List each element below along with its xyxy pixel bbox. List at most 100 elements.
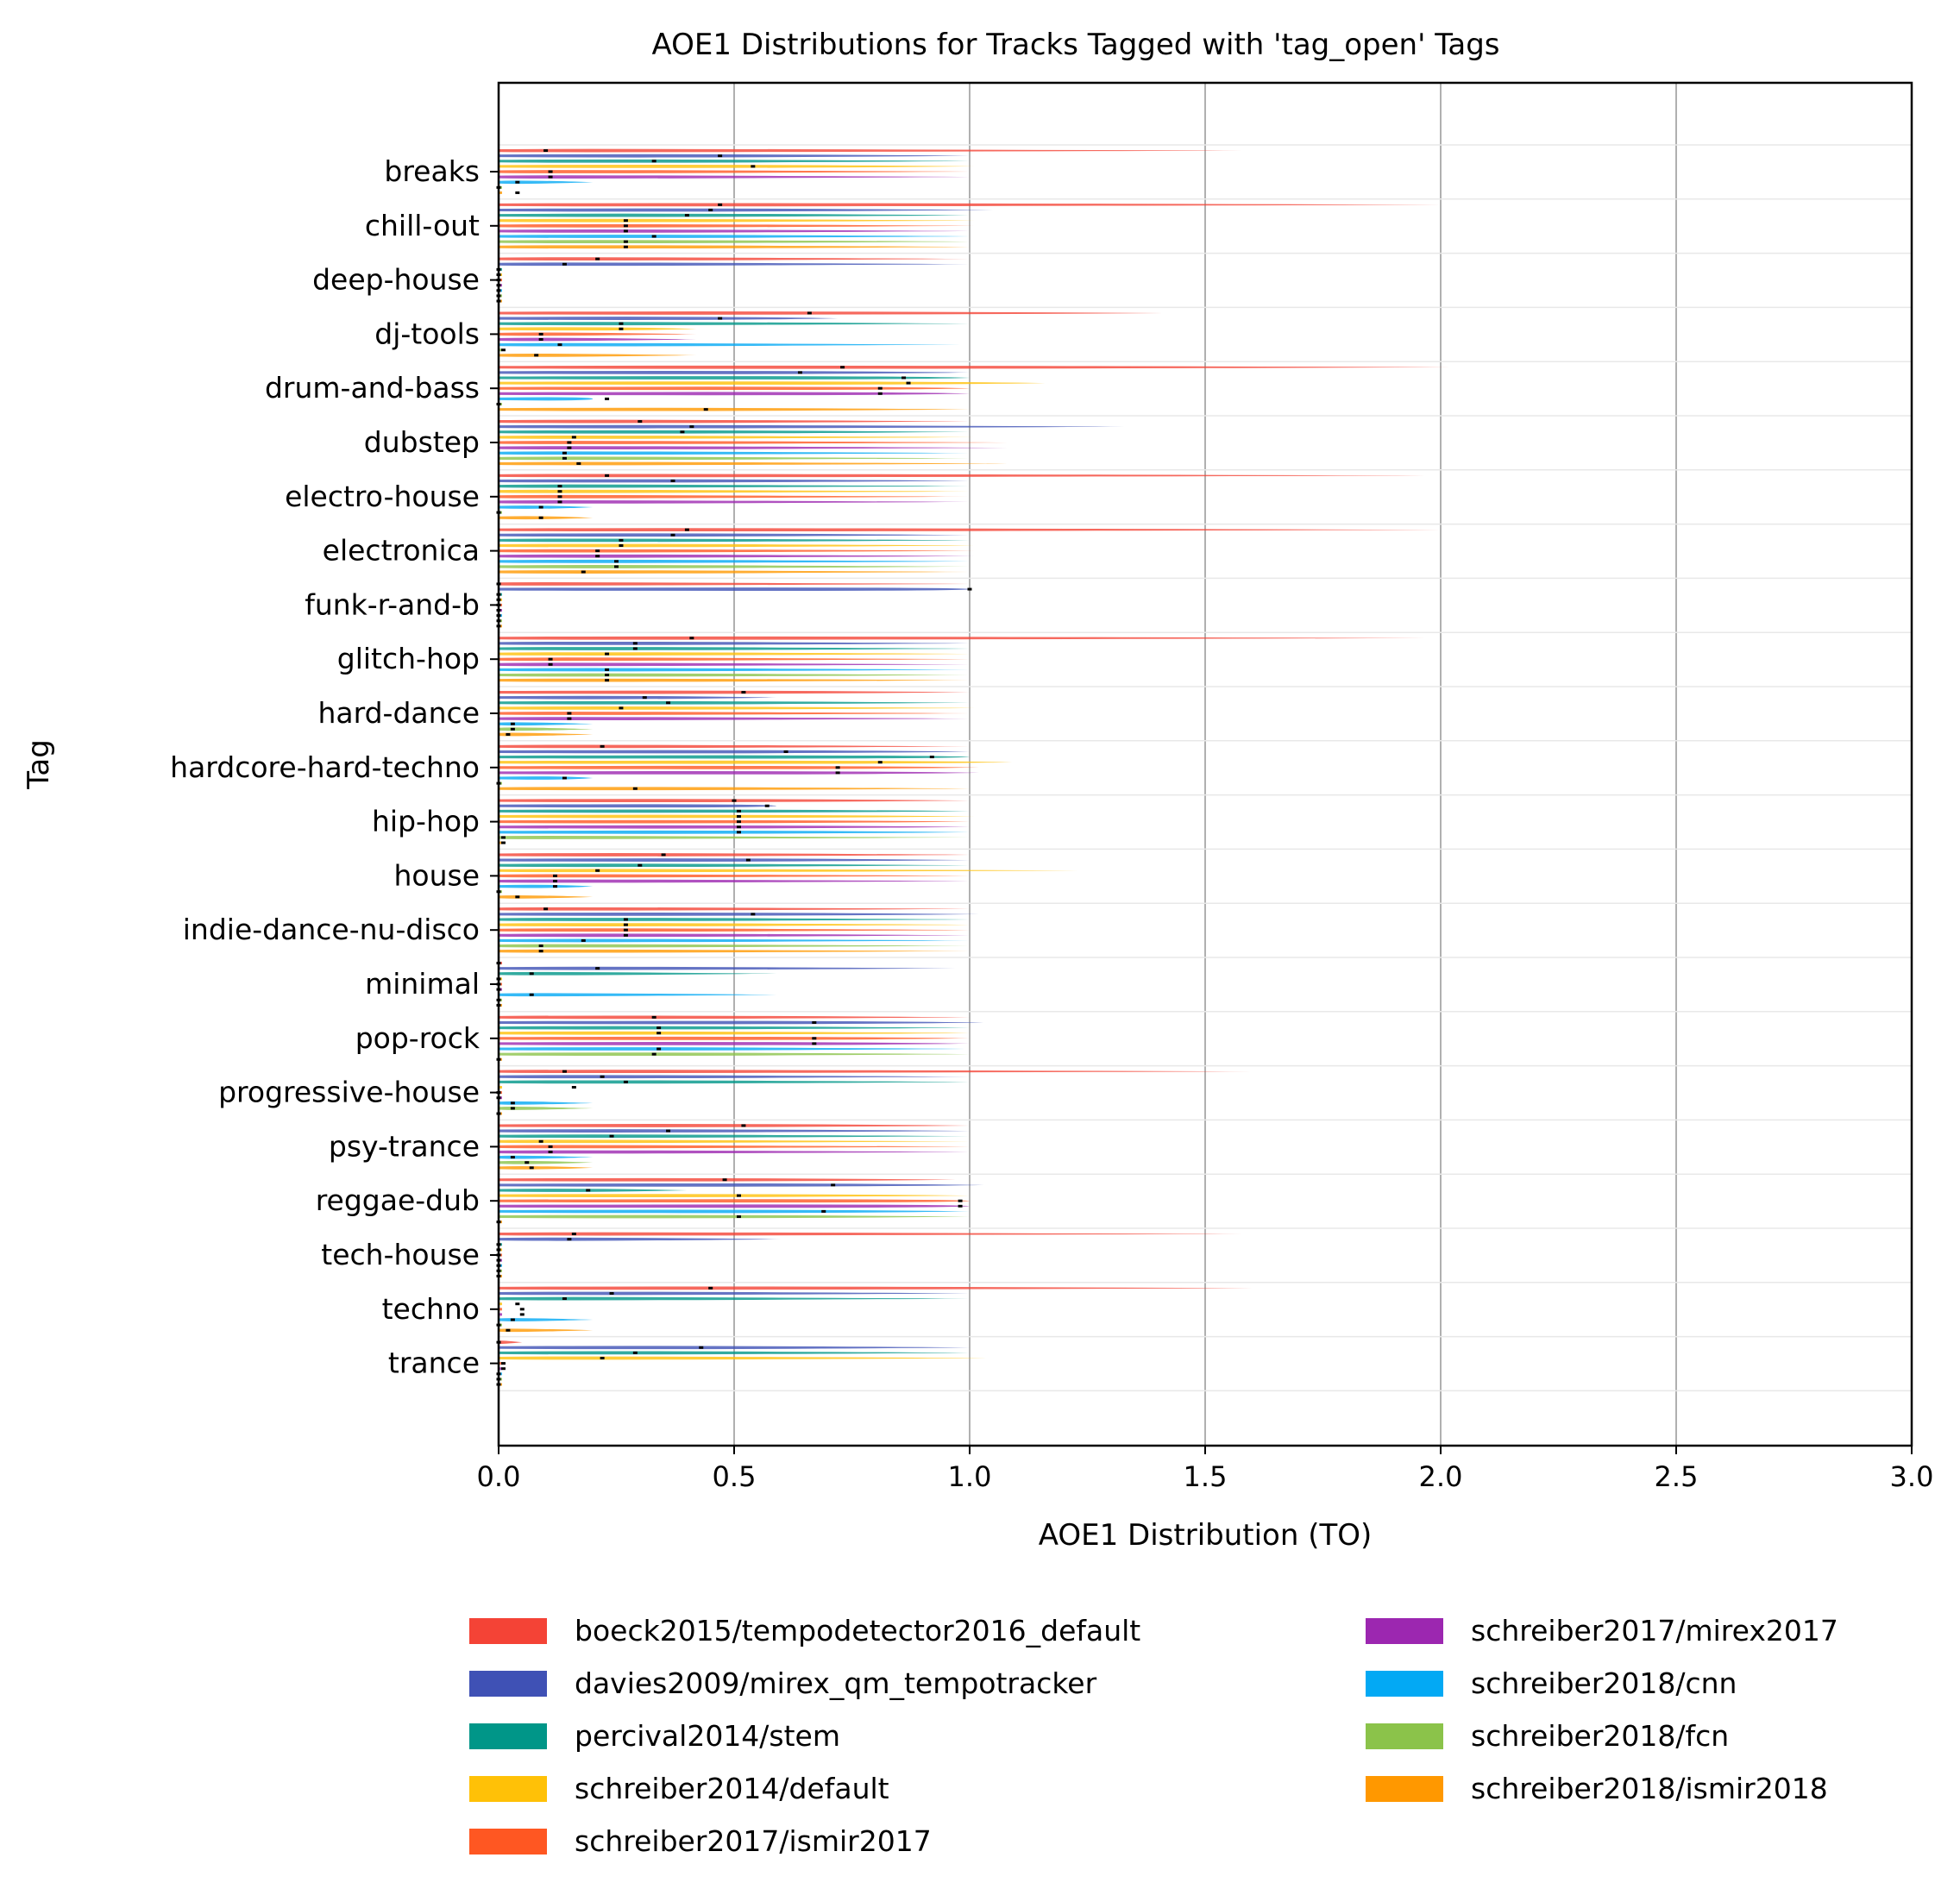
y-tick-label-11: hardcore-hard-techno <box>170 750 480 784</box>
violin-progressive-house-series-0 <box>499 1070 1253 1074</box>
violin-electro-house-series-4 <box>499 494 970 499</box>
violin-reggae-dub-series-5 <box>499 1204 970 1208</box>
violin-hard-dance-series-8 <box>499 732 594 737</box>
violin-pop-rock-series-4 <box>499 1036 970 1040</box>
violin-hardcore-hard-techno-series-4 <box>499 765 979 769</box>
violin-trance-series-0 <box>499 1340 523 1345</box>
legend-label-8: schreiber2018/ismir2018 <box>1471 1772 1828 1805</box>
violin-dj-tools-series-0 <box>499 311 1163 315</box>
violin-electro-house-series-6 <box>499 505 594 509</box>
violin-techno-series-6 <box>499 1318 594 1321</box>
y-axis-label: Tag <box>22 739 56 790</box>
legend-label-3: schreiber2014/default <box>575 1772 889 1805</box>
violin-electro-house-series-2 <box>499 484 970 488</box>
violin-indie-dance-nu-disco-series-6 <box>499 938 970 943</box>
violin-hardcore-hard-techno-series-2 <box>499 755 970 759</box>
violin-drum-and-bass-series-4 <box>499 386 970 391</box>
violin-pop-rock-series-2 <box>499 1026 970 1030</box>
violin-electronica-series-3 <box>499 543 975 548</box>
y-tick-label-5: dubstep <box>364 425 480 459</box>
violin-drum-and-bass-series-8 <box>499 407 970 411</box>
chart-title: AOE1 Distributions for Tracks Tagged wit… <box>651 28 1499 62</box>
violin-electronica-series-5 <box>499 554 975 558</box>
violin-hard-dance-series-7 <box>499 727 594 731</box>
violin-glitch-hop-series-7 <box>499 673 970 677</box>
violin-house-series-1 <box>499 858 970 862</box>
violin-progressive-house-series-6 <box>499 1101 594 1105</box>
violin-electronica-series-8 <box>499 570 970 574</box>
violin-breaks-series-4 <box>499 170 970 173</box>
x-tick-label-4: 2.0 <box>1419 1460 1463 1493</box>
y-tick-label-9: glitch-hop <box>337 642 480 675</box>
violin-dj-tools-series-2 <box>499 322 970 326</box>
violin-drum-and-bass-series-1 <box>499 370 970 374</box>
violin-breaks-series-3 <box>499 164 975 168</box>
x-axis-ticks: 0.0 0.5 1.0 1.5 2.0 2.5 3.0 <box>477 1446 1933 1493</box>
x-tick-label-1: 0.5 <box>713 1460 757 1493</box>
violin-hardcore-hard-techno-series-5 <box>499 771 979 775</box>
violin-psy-trance-series-4 <box>499 1145 970 1149</box>
x-tick-label-5: 2.5 <box>1655 1460 1699 1493</box>
violin-electro-house-series-8 <box>499 516 594 520</box>
violin-hip-hop-series-6 <box>499 830 970 834</box>
violin-reggae-dub-series-3 <box>499 1194 970 1197</box>
violin-dubstep-series-6 <box>499 451 970 455</box>
violin-drum-and-bass-series-0 <box>499 365 1450 369</box>
violin-hard-dance-series-5 <box>499 717 970 721</box>
violin-pop-rock-series-1 <box>499 1020 984 1025</box>
legend-label-4: schreiber2017/ismir2017 <box>575 1824 932 1858</box>
violin-drum-and-bass-series-2 <box>499 376 970 380</box>
legend-swatch-1 <box>469 1671 547 1697</box>
violin-electronica-series-1 <box>499 533 970 537</box>
violin-reggae-dub-series-1 <box>499 1183 984 1187</box>
violin-hip-hop-series-7 <box>499 836 970 839</box>
violin-indie-dance-nu-disco-series-3 <box>499 923 970 926</box>
y-tick-label-13: house <box>393 858 480 892</box>
y-tick-label-8: funk-r-and-b <box>305 587 480 621</box>
y-tick-label-1: chill-out <box>365 209 480 242</box>
legend: boeck2015/tempodetector2016_defaultdavie… <box>469 1614 1838 1858</box>
violin-dj-tools-series-5 <box>499 337 697 342</box>
y-tick-label-16: pop-rock <box>355 1021 481 1055</box>
legend-label-2: percival2014/stem <box>575 1719 840 1753</box>
legend-swatch-2 <box>469 1723 547 1749</box>
y-tick-label-20: tech-house <box>321 1238 480 1271</box>
legend-swatch-4 <box>469 1829 547 1854</box>
legend-label-5: schreiber2017/mirex2017 <box>1471 1614 1838 1647</box>
violin-house-series-0 <box>499 853 970 857</box>
x-tick-label-0: 0.0 <box>477 1460 521 1493</box>
violin-trance-series-2 <box>499 1351 970 1355</box>
y-tick-label-14: indie-dance-nu-disco <box>183 913 480 946</box>
y-tick-label-3: dj-tools <box>374 317 480 350</box>
violin-dj-tools-series-6 <box>499 342 961 347</box>
violin-dubstep-series-8 <box>499 461 1008 466</box>
violin-hardcore-hard-techno-series-3 <box>499 760 1013 764</box>
y-tick-label-18: psy-trance <box>329 1129 480 1163</box>
violin-reggae-dub-series-4 <box>499 1199 970 1203</box>
legend-swatch-8 <box>1366 1776 1443 1802</box>
y-tick-label-6: electro-house <box>285 480 480 513</box>
violin-hip-hop-series-1 <box>499 804 777 808</box>
y-tick-label-21: techno <box>382 1292 480 1326</box>
violin-indie-dance-nu-disco-series-4 <box>499 928 970 932</box>
violin-reggae-dub-series-6 <box>499 1209 970 1214</box>
violin-glitch-hop-series-6 <box>499 668 970 672</box>
violin-psy-trance-series-0 <box>499 1124 970 1127</box>
violin-glitch-hop-series-0 <box>499 636 1436 640</box>
violin-chill-out-series-6 <box>499 235 970 238</box>
violin-drum-and-bass-series-6 <box>499 397 594 401</box>
violin-pop-rock-series-7 <box>499 1052 970 1057</box>
violin-glitch-hop-series-4 <box>499 657 970 662</box>
violin-reggae-dub-series-0 <box>499 1177 956 1182</box>
violin-dj-tools-series-1 <box>499 317 839 320</box>
violin-hardcore-hard-techno-series-0 <box>499 744 970 749</box>
y-tick-label-7: electronica <box>323 534 480 568</box>
y-tick-label-2: deep-house <box>312 263 480 297</box>
violin-reggae-dub-series-7 <box>499 1214 970 1219</box>
violin-psy-trance-series-3 <box>499 1139 970 1144</box>
violin-funk-r-and-b-series-0 <box>499 582 970 586</box>
violin-reggae-dub-series-2 <box>499 1189 688 1192</box>
violin-techno-series-2 <box>499 1296 970 1301</box>
violin-glitch-hop-series-8 <box>499 678 970 682</box>
